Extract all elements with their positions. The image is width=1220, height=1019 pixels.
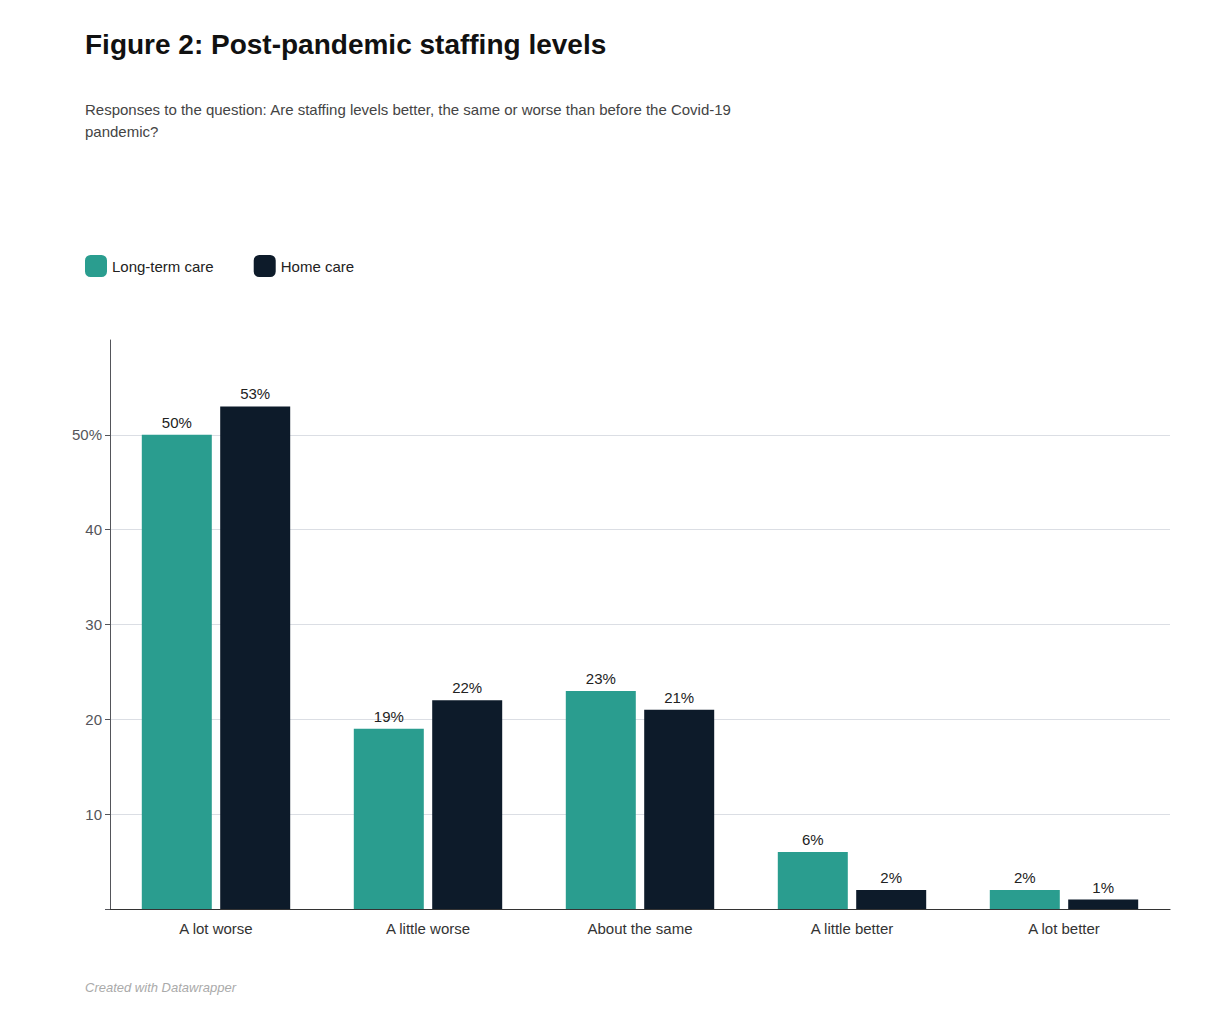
- svg-text:A little better: A little better: [811, 920, 894, 937]
- svg-text:22%: 22%: [452, 679, 482, 696]
- svg-text:pandemic?: pandemic?: [85, 123, 158, 140]
- svg-text:A little worse: A little worse: [386, 920, 470, 937]
- svg-text:53%: 53%: [240, 385, 270, 402]
- svg-text:A lot worse: A lot worse: [179, 920, 252, 937]
- svg-text:40: 40: [85, 521, 102, 538]
- svg-text:Long-term care: Long-term care: [112, 258, 214, 275]
- svg-text:A lot better: A lot better: [1028, 920, 1100, 937]
- svg-text:10: 10: [85, 806, 102, 823]
- svg-text:About the same: About the same: [587, 920, 692, 937]
- svg-text:2%: 2%: [1014, 869, 1036, 886]
- svg-text:19%: 19%: [374, 708, 404, 725]
- svg-text:1%: 1%: [1092, 879, 1114, 896]
- svg-text:50%: 50%: [72, 426, 102, 443]
- svg-text:23%: 23%: [586, 670, 616, 687]
- svg-text:Responses to the question: Are: Responses to the question: Are staffing …: [85, 101, 731, 118]
- svg-text:50%: 50%: [162, 414, 192, 431]
- svg-text:6%: 6%: [802, 831, 824, 848]
- svg-text:20: 20: [85, 711, 102, 728]
- svg-text:2%: 2%: [880, 869, 902, 886]
- svg-text:Created with Datawrapper: Created with Datawrapper: [85, 980, 237, 995]
- svg-text:30: 30: [85, 616, 102, 633]
- svg-text:Home care: Home care: [281, 258, 354, 275]
- svg-text:21%: 21%: [664, 689, 694, 706]
- svg-text:Figure 2: Post-pandemic staffi: Figure 2: Post-pandemic staffing levels: [85, 29, 606, 60]
